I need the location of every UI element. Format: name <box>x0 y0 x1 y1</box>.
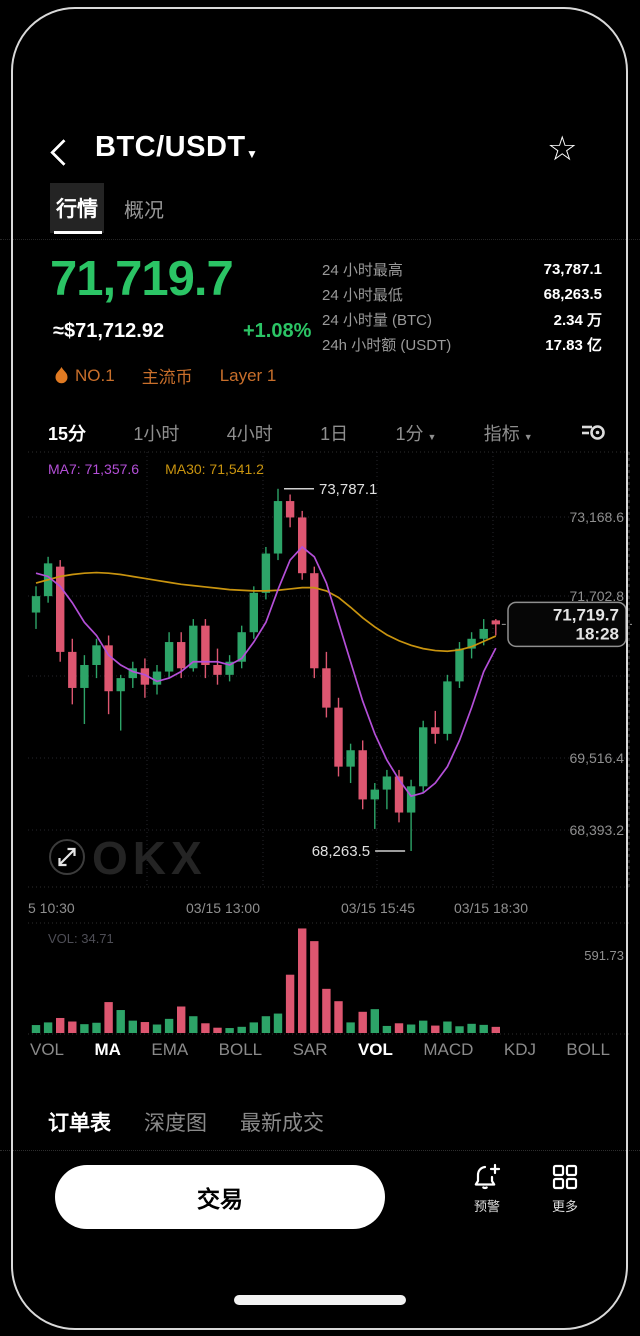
stat-label: 24 小时量 (BTC) <box>322 312 433 329</box>
tag-layer1[interactable]: Layer 1 <box>219 365 277 385</box>
svg-text:18:28: 18:28 <box>576 624 619 643</box>
flame-icon <box>55 367 68 384</box>
indicator-boll[interactable]: BOLL <box>218 1040 263 1059</box>
indicator-boll2[interactable]: BOLL <box>566 1040 610 1059</box>
expand-chart-icon[interactable] <box>46 836 88 883</box>
change-percent: +1.08% <box>243 320 312 342</box>
tab-market[interactable]: 行情 <box>56 198 98 221</box>
indicator-kdj[interactable]: KDJ <box>503 1040 536 1059</box>
stat-row-turnover-usdt: 24h 小时额 (USDT) 17.83 亿 <box>322 332 602 357</box>
fiat-value: ≈$71,712.92 <box>53 320 165 342</box>
timeframe-4h[interactable]: 4小时 <box>226 424 273 444</box>
chevron-down-icon: ▼ <box>427 432 437 442</box>
chevron-down-icon[interactable]: ▼ <box>246 147 258 161</box>
pair-title[interactable]: BTC/USDT <box>95 131 246 163</box>
stat-row-high: 24 小时最高 73,787.1 <box>322 257 602 282</box>
indicator-vol-main[interactable]: VOL <box>30 1040 65 1059</box>
grid-more-icon <box>552 1164 578 1190</box>
alert-label: 预警 <box>473 1199 500 1214</box>
svg-text:73,168.6: 73,168.6 <box>570 509 625 525</box>
ma7-legend: MA7: 71,357.6 <box>48 461 140 477</box>
tab-overview[interactable]: 概况 <box>124 200 164 222</box>
stat-row-low: 24 小时最低 68,263.5 <box>322 282 602 307</box>
indicator-ema[interactable]: EMA <box>151 1040 189 1059</box>
rank-tag[interactable]: NO.1 <box>55 366 115 386</box>
indicator-sar[interactable]: SAR <box>292 1040 328 1059</box>
tab-order-book[interactable]: 订单表 <box>48 1112 111 1135</box>
ma-legend: MA7: 71,357.6 MA30: 71,541.2 <box>48 461 264 477</box>
svg-text:03/15 18:30: 03/15 18:30 <box>454 900 528 916</box>
bell-plus-icon <box>474 1163 501 1190</box>
stat-value: 73,787.1 <box>543 261 602 278</box>
svg-text:68,263.5: 68,263.5 <box>312 843 370 860</box>
stat-label: 24h 小时额 (USDT) <box>322 337 452 354</box>
ma30-legend: MA30: 71,541.2 <box>165 461 264 477</box>
indicator-macd[interactable]: MACD <box>423 1040 474 1059</box>
stat-row-volume-btc: 24 小时量 (BTC) 2.34 万 <box>322 307 602 332</box>
timeframe-1h[interactable]: 1小时 <box>133 424 180 444</box>
svg-text:69,516.4: 69,516.4 <box>570 750 625 766</box>
alert-button[interactable]: 预警 <box>457 1161 517 1215</box>
timeframe-15m[interactable]: 15分 <box>48 424 87 444</box>
rank-tag-label: NO.1 <box>75 365 115 385</box>
back-icon[interactable] <box>50 139 77 166</box>
candlestick-chart[interactable]: 73,168.6 71,702.8 69,516.4 68,393.2 5 10:30 0… <box>28 450 632 1036</box>
svg-text:71,702.8: 71,702.8 <box>570 588 625 604</box>
bottom-tabs: 订单表 深度图 最新成交 <box>48 1107 324 1137</box>
vol-legend: VOL: 34.71 <box>48 931 114 946</box>
timeframe-more-dropdown[interactable]: 1分 ▼ <box>395 424 437 444</box>
more-label: 更多 <box>551 1199 578 1214</box>
stat-value: 68,263.5 <box>543 286 602 303</box>
indicators-dropdown[interactable]: 指标 ▼ <box>483 424 533 444</box>
timeframe-1d[interactable]: 1日 <box>320 424 349 444</box>
indicator-bar: VOL MA EMA BOLL SAR VOL MACD KDJ BOLL <box>30 1040 610 1060</box>
tab-latest-trades[interactable]: 最新成交 <box>240 1112 324 1135</box>
stat-value: 17.83 亿 <box>545 337 602 354</box>
stat-value: 2.34 万 <box>553 312 602 329</box>
divider <box>0 239 640 240</box>
last-price: 71,719.7 <box>50 252 234 306</box>
more-button[interactable]: 更多 <box>535 1161 595 1215</box>
divider <box>0 1150 640 1151</box>
tab-depth-chart[interactable]: 深度图 <box>144 1112 207 1135</box>
svg-text:68,393.2: 68,393.2 <box>570 822 625 838</box>
svg-text:03/15 15:45: 03/15 15:45 <box>341 900 415 916</box>
tag-mainstream[interactable]: 主流币 <box>141 368 193 387</box>
tab-market-underline <box>54 231 102 234</box>
svg-text:5 10:30: 5 10:30 <box>28 900 75 916</box>
svg-text:03/15 13:00: 03/15 13:00 <box>186 900 260 916</box>
favorite-star-icon[interactable]: ☆ <box>547 129 578 169</box>
tab-market-highlight <box>50 183 104 233</box>
svg-text:73,787.1: 73,787.1 <box>319 481 377 498</box>
svg-text:71,719.7: 71,719.7 <box>553 605 619 624</box>
stat-label: 24 小时最低 <box>322 287 403 304</box>
chevron-down-icon: ▼ <box>523 432 533 442</box>
home-indicator[interactable] <box>234 1295 406 1305</box>
indicator-vol-sub[interactable]: VOL <box>357 1040 393 1059</box>
chart-settings-icon[interactable] <box>580 419 606 448</box>
stats-panel: 24 小时最高 73,787.1 24 小时最低 68,263.5 24 小时量… <box>322 257 602 357</box>
stat-label: 24 小时最高 <box>322 262 403 279</box>
volume-axis-max: 591.73 <box>584 948 624 963</box>
indicator-ma[interactable]: MA <box>94 1040 121 1059</box>
trade-button[interactable]: 交易 <box>55 1165 385 1229</box>
